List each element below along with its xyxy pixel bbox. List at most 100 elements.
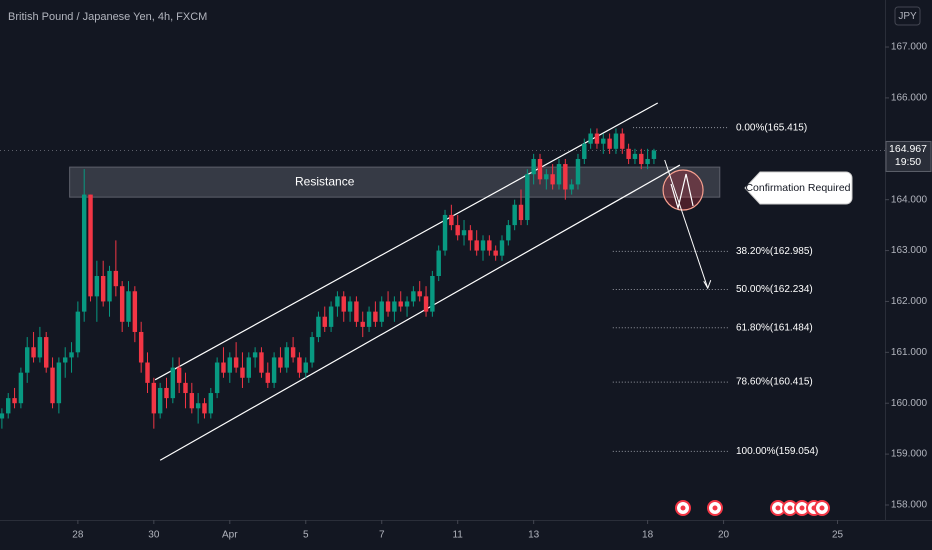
fib-label: 61.80%(161.484) — [736, 322, 813, 333]
fib-label: 0.00%(165.415) — [736, 122, 807, 133]
x-tick-label: 30 — [148, 530, 160, 541]
candle-body — [537, 158, 543, 180]
candle-body — [214, 362, 220, 394]
x-tick-label: 13 — [528, 530, 540, 541]
candle-body — [202, 403, 207, 414]
candle-body — [50, 367, 55, 404]
x-tick-label: 5 — [303, 530, 309, 541]
y-tick-label: 162.000 — [891, 296, 928, 307]
candle-body — [373, 311, 378, 322]
candle-body — [588, 133, 593, 144]
candle-body — [113, 270, 119, 287]
candle-body — [411, 291, 416, 302]
candle-body — [303, 362, 308, 373]
candle-body — [613, 133, 619, 149]
candle-body — [335, 296, 340, 307]
candle-body — [31, 347, 36, 358]
candle-body — [221, 362, 226, 373]
candle-body — [145, 362, 150, 383]
candle-body — [563, 164, 568, 190]
candle-body — [271, 357, 277, 383]
confirmation-circle — [662, 169, 704, 211]
candle-body — [379, 301, 384, 322]
y-tick-label: 164.000 — [891, 194, 928, 205]
candle-body — [12, 398, 17, 404]
candle-body — [645, 158, 650, 165]
candle-body — [126, 291, 131, 322]
candle-body — [442, 214, 448, 251]
candle-body — [512, 204, 517, 226]
candle-body — [290, 347, 296, 358]
candle-body — [316, 316, 321, 338]
candle-body — [449, 214, 454, 226]
candle-body — [493, 250, 498, 256]
candle-body — [81, 194, 87, 312]
y-tick-label: 163.000 — [891, 245, 928, 256]
event-dot — [819, 505, 825, 511]
candle-body — [25, 347, 30, 373]
channel-line — [154, 102, 659, 381]
currency-label[interactable]: JPY — [898, 11, 917, 22]
candle-body — [651, 150, 657, 159]
candle-body — [75, 311, 81, 353]
y-tick-label: 166.000 — [891, 93, 928, 104]
event-dot — [712, 505, 718, 511]
candle-body — [575, 158, 581, 185]
candle-body — [531, 158, 536, 175]
candle-body — [360, 321, 365, 327]
candle-body — [544, 174, 549, 180]
candle-body — [157, 387, 163, 414]
candle-body — [455, 225, 460, 236]
candle-body — [639, 153, 644, 165]
candle-body — [354, 301, 359, 322]
candle-body — [525, 174, 530, 221]
candle-body — [100, 276, 106, 302]
candle-body — [328, 306, 334, 327]
candle-body — [620, 133, 625, 149]
event-dot — [680, 505, 686, 511]
candle-body — [208, 393, 214, 414]
x-tick-label: Apr — [222, 530, 238, 541]
y-tick-label: 161.000 — [891, 347, 928, 358]
candle-body — [468, 230, 473, 241]
candle-body — [322, 316, 327, 327]
currency-box[interactable] — [894, 6, 921, 26]
fib-label: 38.20%(162.985) — [736, 246, 813, 257]
candle-body — [309, 337, 315, 363]
candle-body — [43, 337, 49, 368]
last-price-box — [885, 140, 932, 172]
candle-body — [398, 301, 403, 307]
candle-body — [341, 296, 346, 312]
candle-body — [189, 393, 195, 409]
zone-label: Resistance — [295, 174, 355, 188]
candle-body — [423, 296, 429, 312]
callout-box — [744, 171, 853, 205]
candle-body — [170, 367, 176, 399]
candle-body — [233, 357, 239, 368]
countdown: 19:50 — [895, 156, 921, 168]
candle-body — [506, 225, 511, 241]
candle-body — [252, 352, 258, 358]
event-dot — [787, 505, 793, 511]
candle-body — [430, 276, 435, 312]
candle-body — [132, 291, 138, 332]
candle-body — [164, 387, 169, 399]
event-dot — [799, 505, 805, 511]
zigzag — [670, 173, 694, 211]
candle-body — [297, 357, 302, 373]
candle-body — [107, 270, 112, 302]
candle-body — [499, 240, 505, 256]
candle-body — [582, 143, 587, 159]
candle-body — [69, 352, 74, 358]
candle-body — [62, 357, 68, 363]
candle-body — [0, 413, 5, 419]
candle-body — [461, 230, 467, 236]
candle-body — [56, 362, 62, 404]
channel-line — [159, 164, 681, 461]
candle-body — [366, 311, 372, 327]
chart-title: British Pound / Japanese Yen, 4h, FXCM — [8, 11, 207, 23]
y-tick-label: 159.000 — [891, 449, 928, 460]
candle-body — [392, 301, 397, 312]
